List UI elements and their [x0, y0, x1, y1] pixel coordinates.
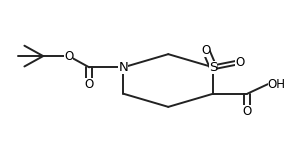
Text: S: S [209, 61, 218, 74]
Text: N: N [118, 61, 128, 74]
Text: O: O [243, 105, 252, 117]
Text: O: O [235, 56, 245, 69]
Text: O: O [85, 78, 94, 91]
Text: O: O [201, 43, 210, 57]
Text: O: O [64, 50, 73, 63]
Text: OH: OH [268, 78, 286, 91]
